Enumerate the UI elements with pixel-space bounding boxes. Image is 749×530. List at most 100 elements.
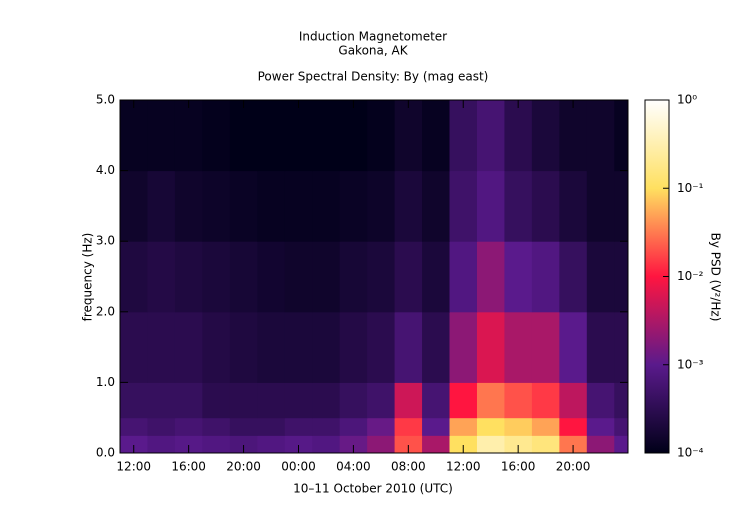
colorbar-tick-label: 10⁰ — [677, 93, 697, 107]
heatmap-cell — [257, 435, 286, 454]
heatmap-cell — [422, 241, 451, 313]
y-tick-label: 4.0 — [96, 163, 115, 177]
x-axis-label: 10–11 October 2010 (UTC) — [293, 482, 453, 496]
heatmap-cell — [504, 241, 533, 313]
heatmap-cell — [422, 382, 451, 419]
heatmap — [120, 100, 629, 454]
heatmap-cell — [339, 311, 368, 383]
heatmap-cell — [312, 241, 341, 313]
heatmap-cell — [367, 417, 396, 436]
heatmap-cell — [394, 241, 423, 313]
heatmap-cell — [367, 100, 396, 172]
heatmap-cell — [531, 241, 560, 313]
heatmap-cell — [120, 382, 148, 419]
heatmap-cell — [339, 417, 368, 436]
heatmap-cell — [531, 435, 560, 454]
heatmap-cell — [229, 311, 258, 383]
y-tick-label: 0.0 — [96, 446, 115, 460]
heatmap-cell — [174, 435, 203, 454]
heatmap-cell — [394, 435, 423, 454]
heatmap-cell — [476, 100, 505, 172]
heatmap-cell — [312, 435, 341, 454]
heatmap-cell — [394, 311, 423, 383]
heatmap-cell — [531, 417, 560, 436]
colorbar-tick-label: 10⁻¹ — [677, 181, 704, 195]
colorbar-tick-label: 10⁻² — [677, 269, 704, 283]
heatmap-cell — [586, 170, 615, 242]
heatmap-cell — [202, 170, 231, 242]
heatmap-cell — [531, 100, 560, 172]
heatmap-cell — [586, 241, 615, 313]
heatmap-cell — [229, 417, 258, 436]
heatmap-cell — [229, 100, 258, 172]
heatmap-cell — [229, 382, 258, 419]
heatmap-cell — [449, 100, 478, 172]
heatmap-cell — [339, 241, 368, 313]
heatmap-cell — [367, 241, 396, 313]
heatmap-cell — [476, 311, 505, 383]
heatmap-cell — [147, 311, 176, 383]
chart-subtitle: Gakona, AK — [338, 44, 408, 58]
heatmap-cell — [312, 311, 341, 383]
heatmap-cell — [339, 382, 368, 419]
heatmap-cell — [504, 311, 533, 383]
heatmap-cell — [586, 100, 615, 172]
heatmap-cell — [174, 170, 203, 242]
x-tick-label: 12:00 — [116, 460, 151, 474]
heatmap-cell — [367, 170, 396, 242]
heatmap-cell — [586, 382, 615, 419]
heatmap-cell — [422, 435, 451, 454]
heatmap-cell — [120, 241, 148, 313]
y-tick-label: 2.0 — [96, 304, 115, 318]
heatmap-cell — [559, 435, 588, 454]
plot-frame — [119, 99, 629, 454]
heatmap-cell — [312, 170, 341, 242]
heatmap-cell — [147, 417, 176, 436]
heatmap-cell — [531, 170, 560, 242]
heatmap-cell — [476, 170, 505, 242]
heatmap-cell — [120, 435, 148, 454]
heatmap-cell — [174, 241, 203, 313]
x-tick-label: 20:00 — [556, 460, 591, 474]
y-tick-label: 5.0 — [96, 93, 115, 107]
heatmap-cell — [614, 241, 629, 313]
heatmap-cell — [174, 417, 203, 436]
heatmap-cell — [312, 382, 341, 419]
heatmap-cell — [476, 241, 505, 313]
heatmap-cell — [284, 435, 313, 454]
heatmap-cell — [559, 382, 588, 419]
plot-title: Power Spectral Density: By (mag east) — [258, 70, 489, 84]
heatmap-cell — [422, 311, 451, 383]
heatmap-cell — [257, 100, 286, 172]
heatmap-cell — [559, 417, 588, 436]
heatmap-cell — [202, 417, 231, 436]
heatmap-cell — [504, 382, 533, 419]
heatmap-cell — [504, 417, 533, 436]
heatmap-cell — [202, 241, 231, 313]
heatmap-cell — [284, 417, 313, 436]
x-tick-label: 16:00 — [171, 460, 206, 474]
heatmap-cell — [257, 311, 286, 383]
heatmap-cell — [476, 417, 505, 436]
heatmap-cell — [120, 100, 148, 172]
heatmap-cell — [586, 417, 615, 436]
heatmap-cell — [614, 382, 629, 419]
x-tick-label: 08:00 — [391, 460, 426, 474]
heatmap-cell — [449, 435, 478, 454]
heatmap-cell — [449, 311, 478, 383]
heatmap-cell — [339, 170, 368, 242]
heatmap-cell — [394, 100, 423, 172]
heatmap-cell — [257, 241, 286, 313]
heatmap-cell — [202, 311, 231, 383]
heatmap-cell — [614, 170, 629, 242]
heatmap-cell — [147, 241, 176, 313]
heatmap-cell — [229, 170, 258, 242]
heatmap-cell — [559, 100, 588, 172]
heatmap-cell — [586, 311, 615, 383]
heatmap-cell — [120, 417, 148, 436]
x-tick-label: 04:00 — [336, 460, 371, 474]
heatmap-cell — [422, 100, 451, 172]
y-axis-label: frequency (Hz) — [81, 233, 95, 322]
heatmap-cell — [174, 100, 203, 172]
